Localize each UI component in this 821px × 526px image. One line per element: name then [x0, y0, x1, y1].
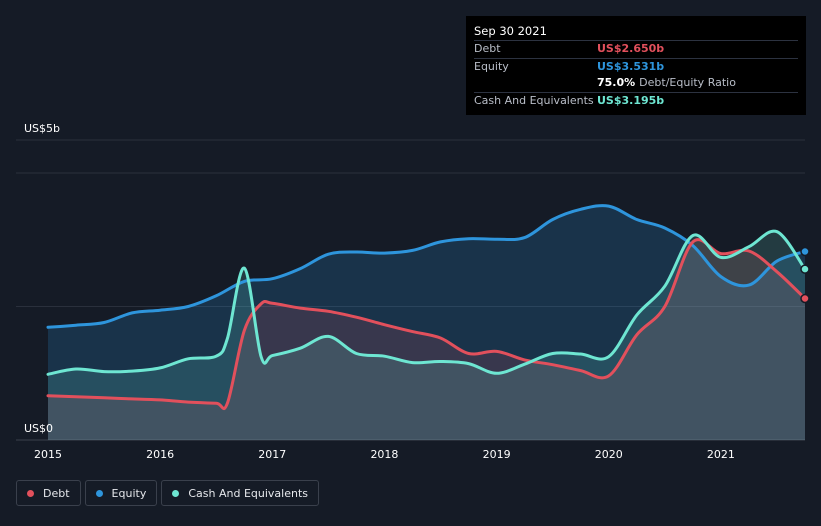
x-tick-label: 2021	[707, 448, 735, 461]
x-tick-label: 2017	[258, 448, 286, 461]
y-axis-min-label: US$0	[24, 422, 53, 435]
debt-line	[46, 238, 807, 411]
grid-lines	[16, 139, 805, 441]
tooltip-ratio-row: 75.0% Debt/Equity Ratio	[474, 75, 798, 92]
tooltip-ratio-label: Debt/Equity Ratio	[639, 76, 736, 89]
legend-label-equity: Equity	[111, 486, 147, 500]
tooltip-cash-value: US$3.195b	[597, 93, 665, 107]
series-areas	[48, 205, 805, 440]
y-axis-max-label: US$5b	[24, 122, 60, 135]
equity-dot-icon	[95, 489, 103, 497]
tooltip-date: Sep 30 2021	[474, 24, 547, 38]
x-tick-label: 2020	[595, 448, 623, 461]
debt-end-marker	[800, 293, 810, 304]
equity-area	[48, 205, 805, 440]
tooltip-panel: Sep 30 2021 Debt US$2.650b Equity US$3.5…	[466, 16, 806, 115]
debt-dot-icon	[27, 489, 34, 497]
tooltip-debt-value: US$2.650b	[597, 42, 665, 55]
x-tick-label: 2016	[146, 448, 174, 461]
tooltip-equity-row: Equity US$3.531b	[474, 57, 798, 76]
legend: Debt Equity Cash And Equivalents	[16, 480, 319, 506]
tooltip-cash-row: Cash And Equivalents US$3.195b	[474, 91, 798, 110]
tooltip-debt-row: Debt US$2.650b	[474, 40, 798, 58]
cash-and-equivalents-end-marker	[800, 264, 810, 274]
legend-label-cash: Cash And Equivalents	[188, 486, 308, 500]
debt-area	[48, 239, 805, 440]
x-tick-label: 2018	[370, 448, 398, 461]
tooltip-equity-label: Equity	[474, 59, 509, 73]
tooltip-cash-label: Cash And Equivalents	[474, 93, 594, 107]
legend-item-cash[interactable]: Cash And Equivalents	[161, 480, 319, 506]
cash-dot-icon	[172, 489, 180, 497]
legend-item-equity[interactable]: Equity	[84, 480, 158, 506]
legend-label-debt: Debt	[43, 486, 70, 500]
tooltip-ratio-value: 75.0%	[597, 76, 636, 89]
x-tick-label: 2015	[34, 448, 62, 461]
axis-labels: 2015 2016 2017 2018 2019 2020 2021 US$0 US$5b	[24, 122, 735, 461]
equity-end-marker	[800, 246, 810, 257]
equity-line	[46, 204, 807, 329]
x-tick-label: 2019	[483, 448, 511, 461]
tooltip-debt-label: Debt	[474, 42, 501, 55]
legend-item-debt[interactable]: Debt	[16, 480, 81, 506]
cash-and-equivalents-area	[48, 231, 805, 440]
tooltip-equity-value: US$3.531b	[597, 59, 665, 73]
end-markers	[47, 206, 810, 404]
